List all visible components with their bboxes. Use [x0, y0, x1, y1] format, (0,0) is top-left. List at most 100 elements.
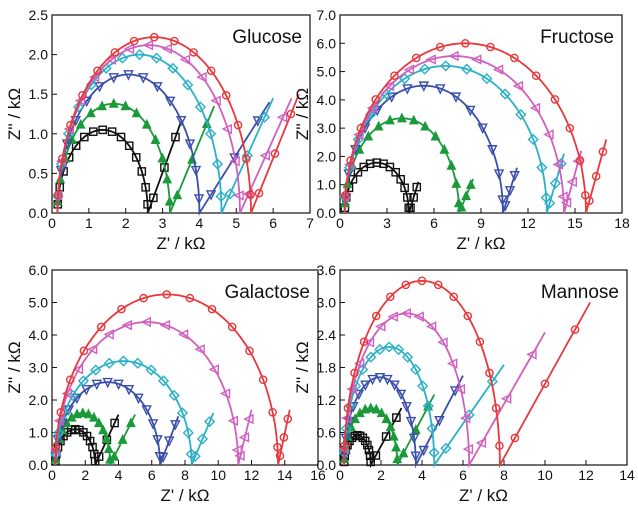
chart-2-series-2-point-5 — [81, 384, 92, 396]
chart-0-series-4-point-14 — [233, 190, 244, 201]
chart-2-series-4-point-11 — [208, 364, 220, 375]
chart-1-series-4-point-6 — [425, 54, 436, 65]
chart-1-series-0-point-4 — [353, 167, 363, 177]
chart-1-series-1-point-16 — [461, 190, 472, 201]
chart-0-series-1-line — [56, 102, 216, 214]
chart-1-series-2-point-14 — [497, 195, 508, 206]
chart-1-series-1-point-6 — [385, 114, 395, 125]
chart-3-xtick-label-6: 12 — [578, 467, 594, 483]
chart-2-series-1-point-11 — [98, 424, 109, 435]
chart-0-series-0-point-14 — [143, 200, 152, 209]
chart-0-xtick-label-2: 2 — [122, 215, 130, 231]
chart-1-series-5-point-16 — [591, 171, 601, 181]
chart-panel-0: 0 1 2 3 4 5 6 7 0.0 0.5 1.0 1.5 2.0 2.5 Z' / kΩ Z'' / k… — [5, 7, 314, 253]
chart-3-ytick-label-3: 1.8 — [317, 360, 337, 376]
chart-2-series-1-point-16 — [117, 434, 128, 444]
chart-3-series-2-point-14 — [410, 451, 421, 462]
chart-1-series-3-point-7 — [440, 60, 452, 72]
chart-1-series-1-point-4 — [363, 130, 374, 141]
chart-2-series-4-point-14 — [231, 444, 242, 456]
chart-1-series-4-point-12 — [543, 129, 554, 140]
chart-2-series-2-point-12 — [147, 419, 159, 430]
chart-1-series-2-point-10 — [465, 105, 476, 117]
chart-3-series-5-point-4 — [371, 311, 381, 321]
chart-0-series-3-point-9 — [167, 62, 179, 74]
chart-3-series-4-point-7 — [400, 308, 411, 319]
chart-2-series-3-line — [54, 360, 215, 466]
chart-0-series-5-point-9 — [189, 48, 198, 57]
chart-2-xtick-label-4: 8 — [181, 467, 189, 483]
chart-1-series-5-point-14 — [581, 190, 590, 200]
chart-1-series-3-point-9 — [481, 73, 493, 85]
chart-0-series-3-point-3 — [73, 101, 85, 113]
chart-3-series-2-point-13 — [408, 433, 420, 445]
chart-3-series-3-point-12 — [422, 400, 434, 412]
chart-3-series-3-point-15 — [440, 442, 452, 454]
chart-1-series-5-point-13 — [575, 156, 585, 165]
chart-1-series-5-point-4 — [390, 71, 399, 80]
chart-2-xtick-label-7: 14 — [277, 467, 293, 483]
chart-2-series-5-point-15 — [275, 451, 285, 461]
chart-1-series-3-point-5 — [399, 73, 411, 85]
chart-3-series-4-point-3 — [353, 358, 365, 369]
chart-2-ylabel: Z'' / kΩ — [5, 341, 24, 393]
chart-3-series-4-point-11 — [446, 358, 458, 369]
chart-0-series-0-point-15 — [149, 193, 158, 203]
chart-2-series-2-point-10 — [133, 393, 144, 405]
chart-0-xtick-label-1: 1 — [85, 215, 93, 231]
chart-2-series-4-point-7 — [140, 316, 152, 328]
chart-3-series-4-point-15 — [475, 437, 487, 449]
chart-3-series-0-point-13 — [365, 451, 375, 461]
chart-1-series-4-point-16 — [566, 176, 577, 188]
chart-0-series-0-point-11 — [131, 153, 141, 162]
chart-1-series-1-point-13 — [451, 178, 462, 188]
chart-3-ytick-label-4: 2.4 — [317, 327, 337, 343]
chart-1-series-2-point-7 — [418, 81, 430, 92]
chart-3-series-0-point-11 — [363, 440, 372, 450]
chart-0-series-3-point-15 — [224, 188, 236, 200]
chart-2-series-1-point-15 — [109, 450, 120, 461]
chart-0-series-5-point-3 — [78, 91, 87, 100]
chart-2-series-3-point-12 — [176, 407, 189, 419]
chart-0-series-2-point-13 — [190, 165, 202, 177]
chart-2-series-5-point-3 — [79, 346, 89, 356]
chart-0-series-2-point-11 — [175, 115, 187, 127]
chart-0-xtick-label-6: 6 — [269, 215, 277, 231]
chart-3-xtick-label-4: 8 — [500, 467, 508, 483]
chart-1-series-4-point-9 — [492, 64, 504, 75]
chart-1-ytick-label-3: 3.0 — [317, 120, 337, 136]
chart-2-series-0-point-17 — [110, 418, 119, 428]
chart-0-series-2-point-14 — [193, 194, 205, 205]
chart-0-series-5-point-12 — [233, 120, 243, 130]
chart-0-title: Glucose — [232, 27, 302, 48]
chart-3-xtick-label-3: 6 — [459, 467, 467, 483]
chart-1-series-4-point-4 — [383, 80, 395, 92]
chart-3-series-5-point-7 — [417, 276, 427, 286]
chart-0-series-5-point-13 — [241, 154, 251, 163]
chart-3-xtick-label-5: 10 — [537, 467, 553, 483]
chart-2-series-5-point-7 — [162, 290, 172, 299]
chart-3-series-5-point-9 — [449, 292, 458, 302]
chart-0-series-5-point-7 — [149, 32, 159, 42]
chart-2-xtick-label-3: 6 — [148, 467, 156, 483]
chart-3-series-5-point-13 — [491, 403, 501, 413]
chart-3-series-2-point-6 — [367, 374, 378, 386]
chart-0-series-3-point-10 — [182, 79, 194, 91]
chart-3-series-3-point-14 — [428, 447, 440, 459]
chart-3-xtick-label-0: 0 — [336, 467, 344, 483]
chart-3-series-0-point-16 — [381, 432, 391, 441]
chart-2-ytick-label-0: 0.0 — [29, 457, 49, 473]
chart-1-series-2-point-4 — [372, 105, 383, 117]
chart-2-series-5-point-10 — [227, 322, 237, 332]
chart-1-series-2-point-13 — [493, 169, 505, 180]
chart-0-series-4-point-7 — [142, 39, 154, 51]
chart-1-series-3-point-6 — [419, 63, 431, 75]
chart-3-series-5-point-11 — [475, 337, 485, 347]
chart-3-series-1-point-7 — [365, 402, 376, 413]
chart-1-series-4-line — [343, 55, 583, 214]
chart-2-series-5-point-6 — [139, 293, 148, 303]
chart-1-series-3-point-13 — [536, 161, 548, 174]
chart-2-series-2-point-6 — [91, 379, 103, 391]
chart-2-series-1-point-9 — [89, 411, 99, 422]
